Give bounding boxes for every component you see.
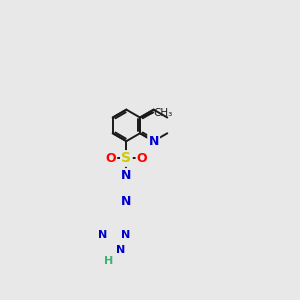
Text: N: N xyxy=(121,230,130,241)
Text: O: O xyxy=(105,152,116,165)
Text: N: N xyxy=(98,230,107,241)
Text: S: S xyxy=(122,152,131,166)
Text: N: N xyxy=(121,195,132,208)
Text: N: N xyxy=(148,135,159,148)
Text: H: H xyxy=(103,256,113,266)
Text: N: N xyxy=(116,245,125,255)
Text: N: N xyxy=(121,169,132,182)
Text: CH₃: CH₃ xyxy=(154,108,173,118)
Text: O: O xyxy=(137,152,147,165)
